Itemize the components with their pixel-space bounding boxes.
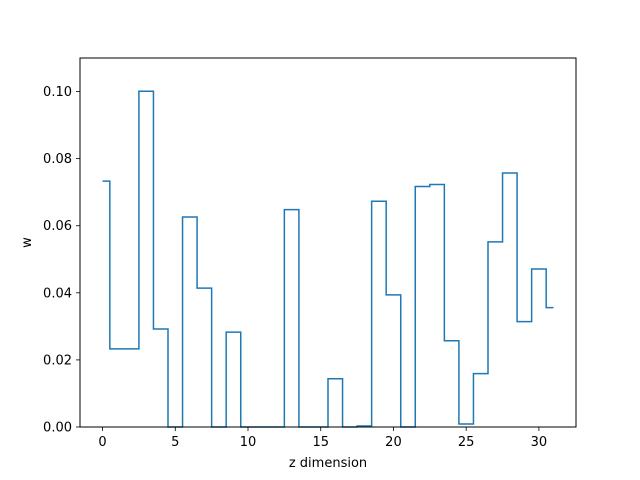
x-tick-label: 5 — [171, 435, 179, 450]
x-axis: 0 5 10 15 20 25 30 — [98, 427, 547, 450]
y-axis: 0.00 0.02 0.04 0.06 0.08 0.10 — [43, 85, 80, 436]
x-tick-label: 25 — [458, 435, 475, 450]
x-tick-label: 30 — [531, 435, 548, 450]
y-tick-label: 0.06 — [43, 219, 72, 234]
y-tick-label: 0.04 — [43, 286, 72, 301]
y-tick-label: 0.08 — [43, 152, 72, 167]
x-tick-label: 10 — [240, 435, 257, 450]
y-axis-label: w — [20, 237, 35, 248]
plot-frame — [79, 57, 577, 428]
x-tick-label: 0 — [98, 435, 106, 450]
y-tick-label: 0.10 — [43, 85, 72, 100]
x-axis-label: z dimension — [289, 456, 367, 471]
x-tick-label: 15 — [312, 435, 329, 450]
y-tick-label: 0.02 — [43, 353, 72, 368]
y-tick-label: 0.00 — [43, 421, 72, 436]
x-tick-label: 20 — [385, 435, 402, 450]
